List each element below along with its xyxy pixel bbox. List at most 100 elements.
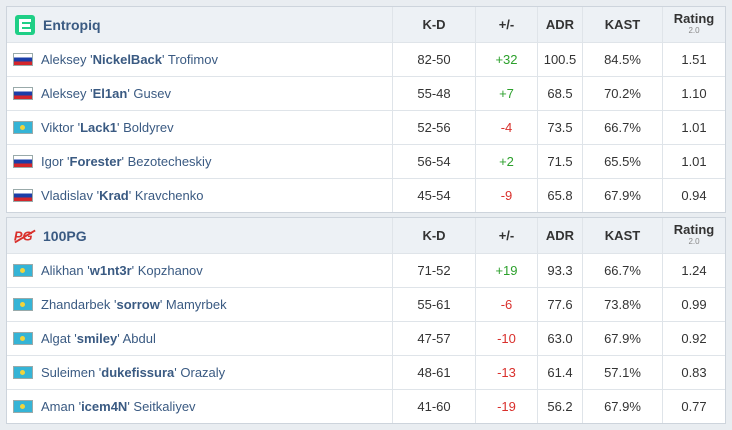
player-last-name: ' Bezotecheskiy xyxy=(121,154,212,169)
stat-kd: 48-61 xyxy=(392,356,475,389)
player-name-cell: Zhandarbek 'sorrow' Mamyrbek xyxy=(7,288,392,321)
header-rating-label: Rating xyxy=(673,221,715,237)
player-link[interactable]: Aleksey 'NickelBack' Trofimov xyxy=(41,52,218,67)
player-row: Zhandarbek 'sorrow' Mamyrbek 55-61 -6 77.6 7… xyxy=(7,287,725,321)
stat-pm: -6 xyxy=(475,288,537,321)
header-kd: K-D xyxy=(392,218,475,253)
player-row: Aman 'icem4N' Seitkaliyev 41-60 -19 56.2 67.… xyxy=(7,389,725,423)
player-link[interactable]: Viktor 'Lack1' Boldyrev xyxy=(41,120,174,135)
player-link[interactable]: Aleksey 'El1an' Gusev xyxy=(41,86,171,101)
stat-pm: -4 xyxy=(475,111,537,144)
header-rating: Rating 2.0 xyxy=(662,7,725,42)
header-rating-version: 2.0 xyxy=(688,25,700,35)
player-row: Viktor 'Lack1' Boldyrev 52-56 -4 73.5 66.7% 1… xyxy=(7,110,725,144)
player-last-name: ' Seitkaliyev xyxy=(127,399,196,414)
team-logo-icon: PG xyxy=(13,224,37,248)
stat-adr: 71.5 xyxy=(537,145,582,178)
stat-kast: 84.5% xyxy=(582,43,662,76)
player-name-cell: Aman 'icem4N' Seitkaliyev xyxy=(7,390,392,423)
player-nickname: Krad xyxy=(99,188,129,203)
header-adr: ADR xyxy=(537,7,582,42)
stat-adr: 77.6 xyxy=(537,288,582,321)
player-first-name: Zhandarbek ' xyxy=(41,297,117,312)
player-row: Alikhan 'w1nt3r' Kopzhanov 71-52 +19 93.3 66… xyxy=(7,253,725,287)
player-link[interactable]: Algat 'smiley' Abdul xyxy=(41,331,156,346)
kazakhstan-flag-icon xyxy=(13,298,33,311)
stat-kd: 55-48 xyxy=(392,77,475,110)
stat-pm: +32 xyxy=(475,43,537,76)
stat-adr: 68.5 xyxy=(537,77,582,110)
stat-rating: 1.01 xyxy=(662,145,725,178)
stat-kd: 47-57 xyxy=(392,322,475,355)
player-link[interactable]: Igor 'Forester' Bezotecheskiy xyxy=(41,154,211,169)
player-last-name: ' Gusev xyxy=(127,86,171,101)
stat-adr: 63.0 xyxy=(537,322,582,355)
header-rating: Rating 2.0 xyxy=(662,218,725,253)
team-name-link[interactable]: 100PG xyxy=(43,227,87,244)
stat-rating: 0.83 xyxy=(662,356,725,389)
stat-pm: +7 xyxy=(475,77,537,110)
header-rating-label: Rating xyxy=(673,10,715,26)
player-row: Algat 'smiley' Abdul 47-57 -10 63.0 67.9% 0.9… xyxy=(7,321,725,355)
player-first-name: Alikhan ' xyxy=(41,263,90,278)
player-last-name: ' Kravchenko xyxy=(128,188,204,203)
team-stats-table-entropiq: Entropiq K-D +/- ADR KAST Rating 2.0 Aleksey 'N… xyxy=(6,6,726,213)
player-row: Igor 'Forester' Bezotecheskiy 56-54 +2 71.5… xyxy=(7,144,725,178)
russia-flag-icon xyxy=(13,155,33,168)
stat-kast: 73.8% xyxy=(582,288,662,321)
player-first-name: Suleimen ' xyxy=(41,365,102,380)
player-nickname: smiley xyxy=(76,331,118,346)
player-nickname: El1an xyxy=(92,86,128,101)
stat-kast: 70.2% xyxy=(582,77,662,110)
player-row: Suleimen 'dukefissura' Orazaly 48-61 -13 61… xyxy=(7,355,725,389)
russia-flag-icon xyxy=(13,53,33,66)
player-row: Vladislav 'Krad' Kravchenko 45-54 -9 65.8 67… xyxy=(7,178,725,212)
stat-pm: +2 xyxy=(475,145,537,178)
player-row: Aleksey 'El1an' Gusev 55-48 +7 68.5 70.2% 1.1… xyxy=(7,76,725,110)
stat-rating: 1.01 xyxy=(662,111,725,144)
stat-adr: 73.5 xyxy=(537,111,582,144)
player-link[interactable]: Alikhan 'w1nt3r' Kopzhanov xyxy=(41,263,203,278)
header-adr: ADR xyxy=(537,218,582,253)
player-link[interactable]: Suleimen 'dukefissura' Orazaly xyxy=(41,365,225,380)
player-last-name: ' Boldyrev xyxy=(116,120,174,135)
stat-rating: 0.99 xyxy=(662,288,725,321)
stat-kd: 55-61 xyxy=(392,288,475,321)
table-header: PG 100PG K-D +/- ADR KAST Rating 2.0 xyxy=(7,218,725,253)
stat-kd: 56-54 xyxy=(392,145,475,178)
stat-rating: 1.10 xyxy=(662,77,725,110)
player-nickname: icem4N xyxy=(81,399,128,414)
team-logo-icon xyxy=(13,13,37,37)
team-name-link[interactable]: Entropiq xyxy=(43,16,101,33)
player-first-name: Aleksey ' xyxy=(41,86,93,101)
stat-rating: 1.24 xyxy=(662,254,725,287)
stat-rating: 1.51 xyxy=(662,43,725,76)
player-link[interactable]: Vladislav 'Krad' Kravchenko xyxy=(41,188,204,203)
stat-pm: -10 xyxy=(475,322,537,355)
player-last-name: ' Abdul xyxy=(117,331,156,346)
kazakhstan-flag-icon xyxy=(13,332,33,345)
player-name-cell: Aleksey 'NickelBack' Trofimov xyxy=(7,43,392,76)
player-last-name: ' Orazaly xyxy=(174,365,226,380)
player-link[interactable]: Aman 'icem4N' Seitkaliyev xyxy=(41,399,196,414)
stat-kd: 52-56 xyxy=(392,111,475,144)
player-name-cell: Algat 'smiley' Abdul xyxy=(7,322,392,355)
stat-kast: 67.9% xyxy=(582,390,662,423)
player-nickname: Lack1 xyxy=(80,120,117,135)
player-first-name: Aman ' xyxy=(41,399,82,414)
header-kd: K-D xyxy=(392,7,475,42)
player-name-cell: Igor 'Forester' Bezotecheskiy xyxy=(7,145,392,178)
kazakhstan-flag-icon xyxy=(13,121,33,134)
header-rating-version: 2.0 xyxy=(688,236,700,246)
stat-pm: -19 xyxy=(475,390,537,423)
kazakhstan-flag-icon xyxy=(13,400,33,413)
team-stats-table-100pg: PG 100PG K-D +/- ADR KAST Rating 2.0 Alikhan 'w1… xyxy=(6,217,726,424)
stat-kast: 66.7% xyxy=(582,254,662,287)
player-name-cell: Viktor 'Lack1' Boldyrev xyxy=(7,111,392,144)
stat-adr: 61.4 xyxy=(537,356,582,389)
player-link[interactable]: Zhandarbek 'sorrow' Mamyrbek xyxy=(41,297,227,312)
header-kast: KAST xyxy=(582,218,662,253)
stat-kd: 82-50 xyxy=(392,43,475,76)
team-header-cell: Entropiq xyxy=(7,7,392,42)
player-first-name: Viktor ' xyxy=(41,120,81,135)
